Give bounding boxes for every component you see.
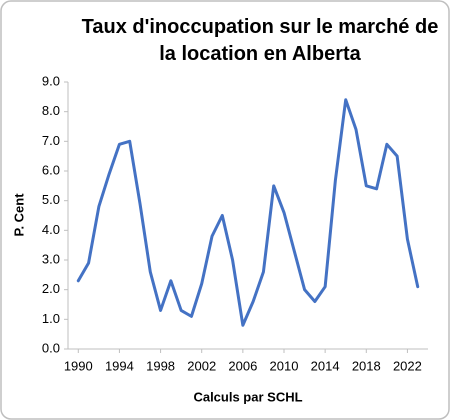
y-tick-label: 2.0	[42, 281, 60, 296]
chart-title: Taux d'inoccupation sur le marché de la …	[81, 16, 439, 65]
y-tick-label: 6.0	[42, 162, 60, 177]
x-tick-label: 2002	[187, 358, 216, 373]
x-tick-label: 2006	[228, 358, 257, 373]
y-tick-label: 3.0	[42, 251, 60, 266]
x-axis-label: Calculs par SCHL	[193, 389, 302, 404]
y-tick-label: 4.0	[42, 222, 60, 237]
y-tick-label: 8.0	[42, 103, 60, 118]
y-tick-label: 1.0	[42, 311, 60, 326]
x-tick-label: 2010	[270, 358, 299, 373]
x-tick-label: 1998	[146, 358, 175, 373]
y-tick-label: 9.0	[42, 73, 60, 88]
y-tick-label: 0.0	[42, 340, 60, 355]
series-line	[76, 98, 420, 327]
y-axis-label: P. Cent	[11, 193, 26, 237]
y-tick-label: 5.0	[42, 192, 60, 207]
x-tick-label: 2018	[352, 358, 381, 373]
x-tick-label: 1994	[105, 358, 134, 373]
x-tick-label: 2014	[311, 358, 340, 373]
y-tick-label: 7.0	[42, 133, 60, 148]
x-tick-label: 2022	[393, 358, 422, 373]
x-tick-label: 1990	[64, 358, 93, 373]
